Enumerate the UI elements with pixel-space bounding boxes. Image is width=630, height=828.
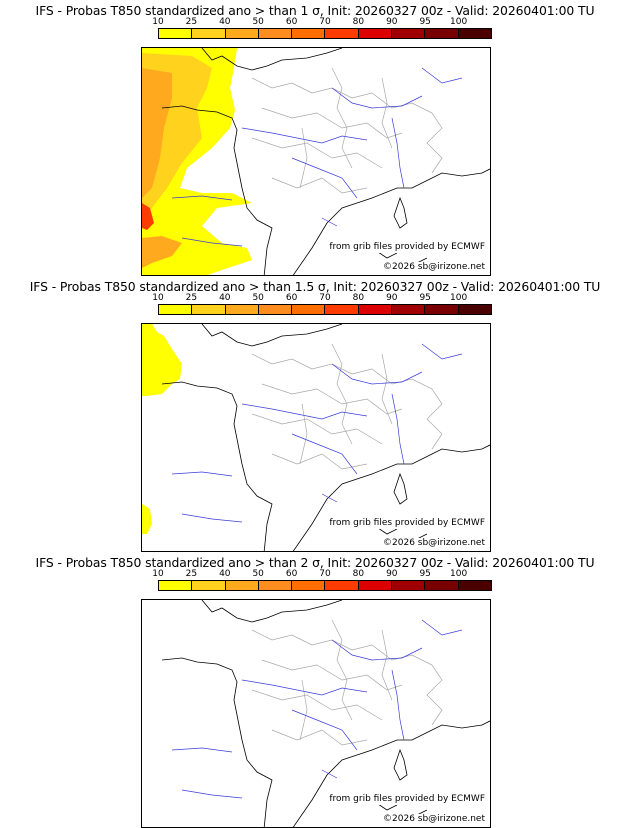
coastline: [161, 48, 490, 275]
colorbar-segment: [192, 305, 226, 314]
colorbar-segment: [325, 581, 359, 590]
colorbar-tick-label: 50: [252, 17, 264, 27]
colorbar-tick-label: 95: [419, 569, 431, 579]
admin-borders: [251, 343, 443, 470]
colorbar-tick-label: 10: [152, 569, 164, 579]
colorbar: [158, 580, 492, 591]
colorbar-tick-label: 70: [319, 569, 331, 579]
credit: ©2026 sb@irizone.net: [382, 814, 486, 825]
colorbar-tick-label: 40: [219, 569, 231, 579]
coastline: [161, 600, 490, 827]
map-canvas: [142, 48, 490, 275]
colorbar-segment: [225, 305, 259, 314]
colorbar-tick-label: 40: [219, 17, 231, 27]
colorbar-segment: [292, 29, 326, 38]
colorbar-segment: [392, 29, 426, 38]
credit: ©2026 sb@irizone.net: [382, 262, 486, 273]
colorbar-tick-label: 25: [185, 569, 198, 579]
colorbar-tick-label: 90: [386, 17, 398, 27]
panel-title: IFS - Probas T850 standardized ano > tha…: [35, 555, 595, 570]
colorbar-segment: [192, 581, 226, 590]
colorbar-segment: [458, 305, 491, 314]
coastline: [161, 324, 490, 551]
map-panel-2: IFS - Probas T850 standardized ano > tha…: [0, 276, 630, 552]
probability-map: from grib files provided by ECMWF ©2026 …: [141, 599, 491, 828]
colorbar-segment: [392, 581, 426, 590]
colorbar-tick-label: 60: [285, 569, 298, 579]
colorbar-tick-label: 60: [285, 293, 298, 303]
colorbar-segment: [292, 305, 326, 314]
colorbar-tick-label: 95: [419, 17, 431, 27]
prob-area-40b: [142, 236, 182, 268]
colorbar-segment: [159, 305, 193, 314]
colorbar-tick-label: 100: [450, 569, 468, 579]
source-note: from grib files provided by ECMWF: [328, 794, 486, 805]
panel-title: IFS - Probas T850 standardized ano > tha…: [35, 3, 595, 18]
colorbar: [158, 28, 492, 39]
panel-title: IFS - Probas T850 standardized ano > tha…: [29, 279, 601, 294]
prob-area-60: [142, 203, 154, 230]
colorbar-segment: [392, 305, 426, 314]
colorbar-segment: [258, 29, 293, 38]
rivers: [171, 343, 463, 523]
colorbar-segment: [258, 305, 293, 314]
rivers: [171, 67, 463, 247]
colorbar-segment: [292, 581, 326, 590]
colorbar-segment: [458, 581, 491, 590]
colorbar-segment: [159, 29, 193, 38]
colorbar-tick-label: 80: [352, 293, 365, 303]
admin-borders: [251, 619, 443, 746]
map-panel-3: IFS - Probas T850 standardized ano > tha…: [0, 552, 630, 828]
colorbar-ticks: 10 25 40 50 60 70 80 90 95 100: [152, 569, 492, 580]
colorbar-segment: [358, 305, 393, 314]
colorbar-tick-label: 60: [285, 17, 298, 27]
map-panel-1: IFS - Probas T850 standardized ano > tha…: [0, 0, 630, 276]
colorbar-tick-label: 70: [319, 293, 331, 303]
colorbar-segment: [458, 29, 491, 38]
credit: ©2026 sb@irizone.net: [382, 538, 486, 549]
colorbar-segment: [325, 305, 359, 314]
colorbar-segment: [225, 29, 259, 38]
colorbar-segment: [358, 581, 393, 590]
colorbar-segment: [425, 29, 459, 38]
colorbar-tick-label: 95: [419, 293, 431, 303]
colorbar-tick-label: 90: [386, 569, 398, 579]
colorbar-tick-label: 90: [386, 293, 398, 303]
colorbar-ticks: 10 25 40 50 60 70 80 90 95 100: [152, 17, 492, 28]
map-canvas: [161, 600, 490, 827]
colorbar-segment: [425, 581, 459, 590]
colorbar-tick-label: 10: [152, 293, 164, 303]
colorbar-ticks: 10 25 40 50 60 70 80 90 95 100: [152, 293, 492, 304]
colorbar-tick-label: 100: [450, 17, 468, 27]
colorbar-tick-label: 10: [152, 17, 164, 27]
probability-map: from grib files provided by ECMWF ©2026 …: [141, 47, 491, 276]
source-note: from grib files provided by ECMWF: [328, 242, 486, 253]
prob-area-10: [142, 324, 182, 396]
colorbar-segment: [425, 305, 459, 314]
colorbar-segment: [159, 581, 193, 590]
colorbar-tick-label: 25: [185, 293, 198, 303]
colorbar-tick-label: 80: [352, 569, 365, 579]
admin-borders: [251, 67, 443, 194]
colorbar-tick-label: 25: [185, 17, 198, 27]
colorbar-segment: [258, 581, 293, 590]
colorbar-segment: [192, 29, 226, 38]
source-note: from grib files provided by ECMWF: [328, 518, 486, 529]
prob-area-10b: [142, 504, 152, 534]
colorbar-segment: [325, 29, 359, 38]
probability-map: from grib files provided by ECMWF ©2026 …: [141, 323, 491, 552]
prob-area-40: [142, 68, 172, 198]
colorbar-tick-label: 40: [219, 293, 231, 303]
map-canvas: [142, 324, 490, 551]
rivers: [171, 619, 463, 799]
colorbar-tick-label: 80: [352, 17, 365, 27]
colorbar-tick-label: 100: [450, 293, 468, 303]
colorbar-segment: [358, 29, 393, 38]
colorbar-tick-label: 50: [252, 293, 264, 303]
colorbar-segment: [225, 581, 259, 590]
colorbar: [158, 304, 492, 315]
colorbar-tick-label: 50: [252, 569, 264, 579]
colorbar-tick-label: 70: [319, 17, 331, 27]
